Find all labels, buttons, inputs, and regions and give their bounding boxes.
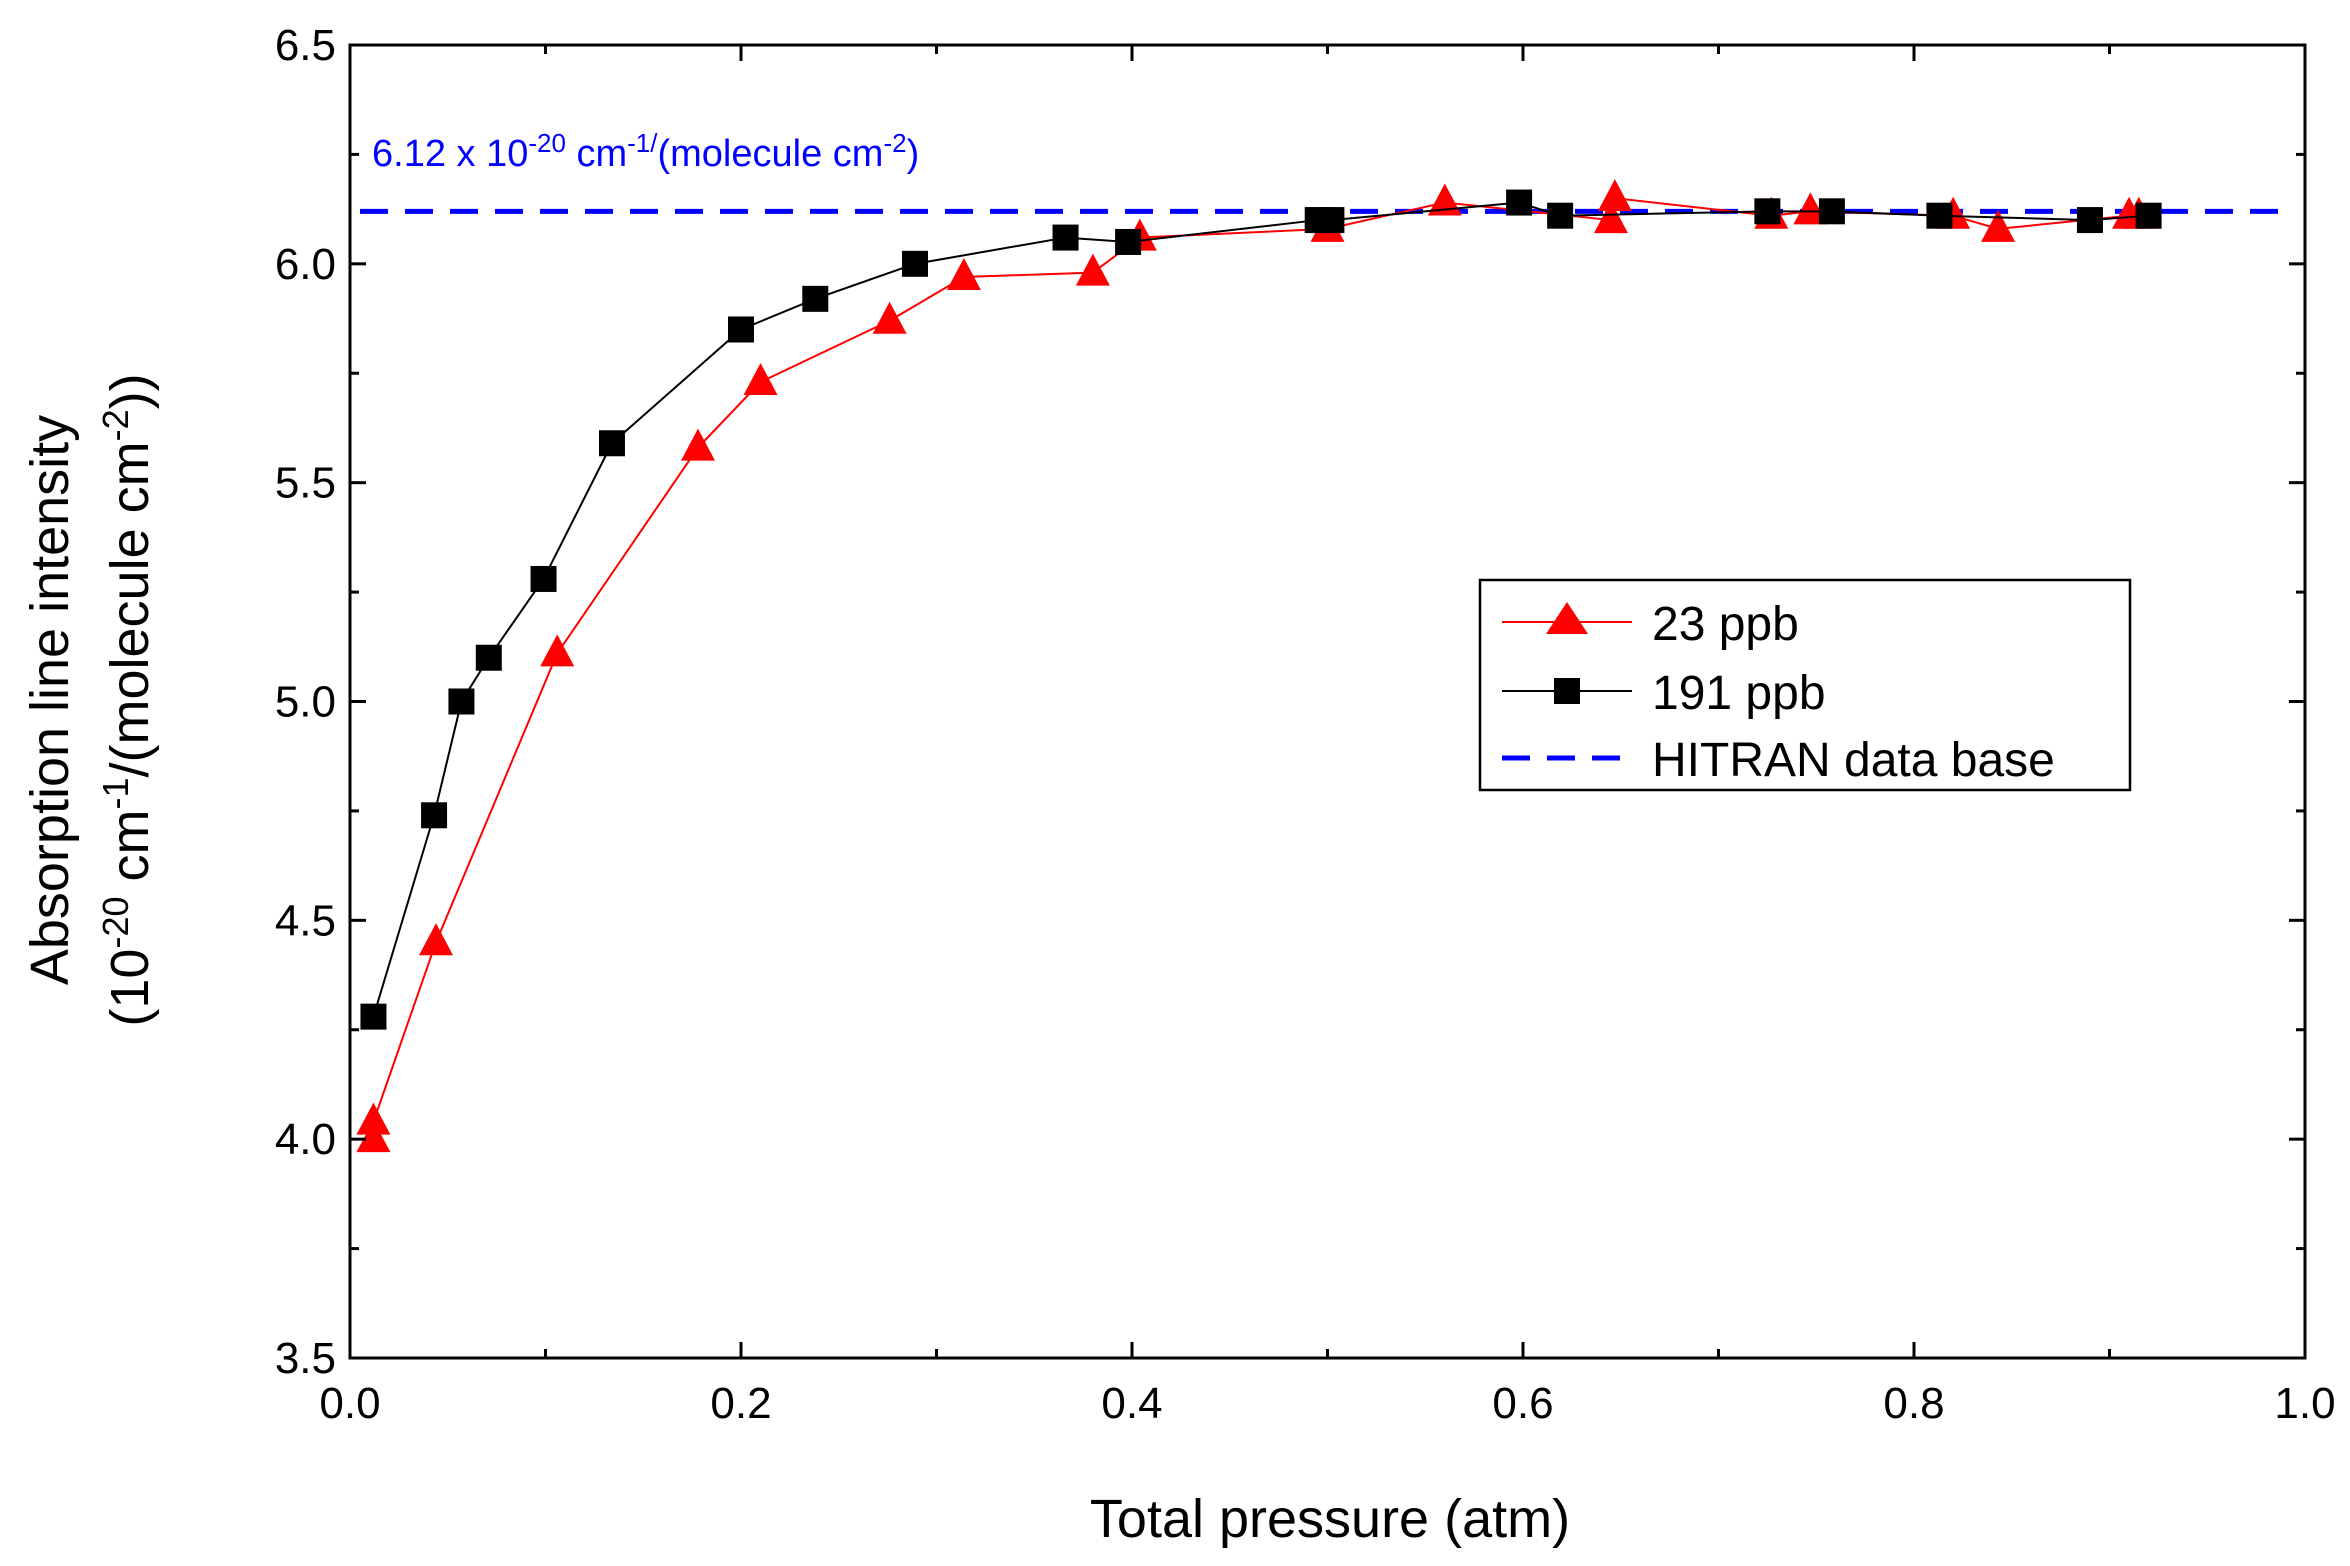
series-191ppb-point	[1052, 224, 1079, 251]
series-23ppb-point	[1075, 253, 1110, 286]
series-191ppb-point	[475, 644, 502, 671]
series-23ppb-point	[1981, 209, 2016, 242]
legend-marker-191ppb	[1554, 678, 1580, 704]
series-191ppb-point	[1547, 202, 1574, 229]
series-23ppb-point	[1597, 179, 1632, 212]
annot-exp3: -2	[883, 128, 906, 158]
x-tick-label: 0.2	[710, 1379, 771, 1428]
y-tick-label: 5.0	[275, 678, 336, 727]
x-tick-label: 0.0	[319, 1379, 380, 1428]
ylabel-exp2: -1	[95, 777, 136, 809]
series-23ppb-point	[1427, 183, 1462, 216]
series-23ppb-point	[419, 923, 454, 956]
series-23ppb-point	[356, 1120, 391, 1153]
y-tick-label: 6.5	[275, 21, 336, 70]
series-191ppb-point	[1506, 189, 1533, 216]
y-axis: 3.5 4.0 4.5 5.0 5.5 6.0 6.5	[275, 21, 2305, 1383]
ylabel-mid2: /(molecule cm	[100, 441, 160, 777]
x-tick-label: 0.6	[1492, 1379, 1553, 1428]
series-191ppb-point	[421, 802, 448, 829]
y-tick-label: 4.0	[275, 1115, 336, 1164]
annot-exp2: -1/	[627, 128, 658, 158]
annot-mid2: (molecule cm	[657, 133, 883, 175]
series-191ppb-point	[728, 316, 754, 343]
series-191ppb-point	[1115, 228, 1142, 255]
y-tick-label: 5.5	[275, 459, 336, 508]
series-191ppb-point	[802, 285, 829, 312]
series-23ppb-point	[1593, 201, 1628, 234]
ylabel-open: (10	[100, 949, 160, 1027]
series-191ppb-point	[1818, 198, 1845, 225]
series-191ppb-point	[1926, 202, 1953, 229]
y-tick-label: 3.5	[275, 1334, 336, 1383]
legend-label-hitran: HITRAN data base	[1652, 734, 2055, 787]
legend-marker-23ppb	[1546, 602, 1588, 634]
series-23ppb-point	[680, 428, 715, 461]
series-23ppb-point	[946, 257, 981, 290]
series-191ppb-point	[1754, 198, 1781, 225]
series-191ppb-point	[448, 688, 475, 715]
x-axis-title: Total pressure (atm)	[1090, 1489, 1570, 1549]
x-axis: 0.0 0.2 0.4 0.6 0.8 1.0	[319, 45, 2336, 1428]
ylabel-exp1: -20	[95, 897, 136, 949]
y-tick-label: 6.0	[275, 240, 336, 289]
series-191ppb-point	[2135, 202, 2162, 229]
annot-exp1: -20	[528, 128, 566, 158]
legend-box	[1478, 578, 2132, 792]
hitran-annotation: 6.12 x 10-20 cm-1/(molecule cm-2)	[372, 128, 919, 175]
series-23ppb-point	[1793, 192, 1828, 225]
plot-content	[356, 179, 2295, 1153]
ylabel-mid1: cm	[100, 810, 160, 897]
y-axis-title-line1: Absorption line intensity	[20, 415, 80, 985]
annot-end: )	[907, 133, 920, 175]
legend-label-191ppb: 191 ppb	[1652, 667, 1826, 720]
annot-mid: cm	[566, 133, 627, 175]
annot-base: 6.12 x 10	[372, 133, 528, 175]
x-tick-label: 0.4	[1101, 1379, 1162, 1428]
series-191ppb-point	[2076, 207, 2103, 234]
legend: 23 ppb 191 ppb HITRAN data base	[1478, 578, 2132, 792]
y-axis-title-line2: (10-20 cm-1/(molecule cm-2))	[95, 373, 160, 1026]
y-tick-label: 4.5	[275, 896, 336, 945]
x-tick-label: 1.0	[2274, 1379, 2335, 1428]
series-23ppb-point	[743, 363, 778, 396]
series-191ppb-point	[901, 250, 928, 277]
series-23ppb-point	[540, 634, 575, 667]
series-191ppb-point	[360, 1003, 387, 1030]
ylabel-close: ))	[100, 373, 160, 409]
x-tick-label: 0.8	[1883, 1379, 1944, 1428]
ylabel-exp3: -2	[95, 409, 136, 441]
series-23ppb-point	[356, 1102, 391, 1135]
legend-label-23ppb: 23 ppb	[1652, 598, 1799, 651]
series-191ppb-point	[598, 430, 625, 457]
series-23ppb-point	[872, 301, 907, 334]
series-191ppb-point	[1318, 207, 1345, 234]
series-191ppb-point	[530, 565, 557, 592]
